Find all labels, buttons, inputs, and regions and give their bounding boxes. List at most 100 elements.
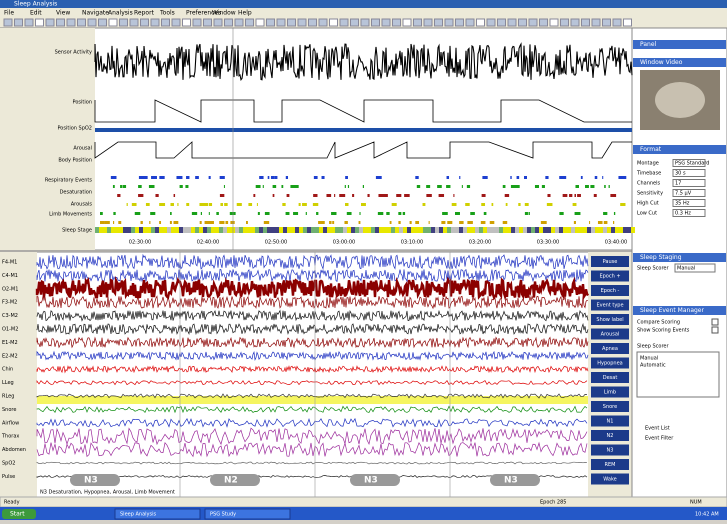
toolbar-button[interactable]	[308, 18, 317, 27]
menu-item[interactable]: View	[56, 10, 70, 17]
toolbar-button[interactable]	[602, 18, 611, 27]
side-button[interactable]	[591, 256, 629, 267]
side-button[interactable]	[591, 401, 629, 412]
toolbar-button[interactable]	[434, 18, 443, 27]
menu-item[interactable]: Edit	[30, 10, 42, 17]
field-box[interactable]	[672, 179, 706, 187]
toolbar-button[interactable]	[329, 18, 338, 27]
field-box[interactable]	[674, 263, 716, 273]
toolbar-button[interactable]	[119, 18, 128, 27]
toolbar-button[interactable]	[444, 18, 454, 27]
toolbar-button[interactable]	[3, 18, 13, 27]
checkbox[interactable]	[711, 326, 719, 334]
list-item[interactable]: Automatic	[640, 363, 666, 369]
toolbar-button[interactable]	[213, 18, 223, 27]
panel-link[interactable]: Event List	[645, 426, 670, 432]
toolbar-button[interactable]	[245, 18, 254, 27]
toolbar-button[interactable]	[623, 18, 632, 27]
toolbar-button[interactable]	[287, 18, 296, 27]
side-button[interactable]	[591, 473, 629, 485]
side-button[interactable]	[591, 357, 629, 369]
field-box[interactable]	[672, 199, 706, 207]
toolbar-button[interactable]	[192, 18, 202, 27]
toolbar-button[interactable]	[339, 18, 349, 27]
menu-item[interactable]: Analysis	[108, 10, 133, 17]
toolbar-button[interactable]	[182, 18, 191, 27]
toolbar-button[interactable]	[297, 18, 307, 27]
toolbar-button[interactable]	[612, 18, 622, 27]
toolbar-button[interactable]	[350, 18, 359, 27]
checkbox[interactable]	[711, 318, 719, 326]
toolbar-button[interactable]	[392, 18, 401, 27]
toolbar-button[interactable]	[87, 18, 97, 27]
toolbar-button[interactable]	[24, 18, 34, 27]
side-button[interactable]	[591, 270, 629, 282]
toolbar-button[interactable]	[497, 18, 506, 27]
toolbar-button[interactable]	[413, 18, 422, 27]
toolbar-button[interactable]	[560, 18, 569, 27]
toolbar-button[interactable]	[66, 18, 76, 27]
side-button[interactable]	[591, 299, 629, 311]
toolbar-button[interactable]	[360, 18, 370, 27]
menu-item[interactable]: File	[4, 10, 14, 17]
toolbar-button[interactable]	[56, 18, 65, 27]
toolbar-button[interactable]	[549, 18, 559, 27]
toolbar-button[interactable]	[266, 18, 275, 27]
side-button[interactable]	[591, 415, 629, 427]
toolbar-button[interactable]	[318, 18, 328, 27]
menu-item[interactable]: Navigate	[82, 10, 109, 17]
toolbar-button[interactable]	[591, 18, 601, 27]
side-button[interactable]	[591, 372, 629, 383]
toolbar-button[interactable]	[381, 18, 391, 27]
toolbar-button[interactable]	[14, 18, 23, 27]
side-button[interactable]	[591, 314, 629, 325]
menu-item[interactable]: Preferences	[186, 10, 221, 17]
side-button[interactable]	[591, 285, 629, 296]
toolbar-button[interactable]	[224, 18, 233, 27]
toolbar-button[interactable]	[77, 18, 86, 27]
toolbar-button[interactable]	[98, 18, 107, 27]
toolbar-button[interactable]	[402, 18, 412, 27]
field-box[interactable]	[672, 209, 706, 217]
toolbar-button[interactable]	[528, 18, 538, 27]
toolbar-button[interactable]	[518, 18, 527, 27]
toolbar-button[interactable]	[161, 18, 170, 27]
task-item[interactable]	[114, 508, 201, 520]
side-button[interactable]	[591, 343, 629, 354]
toolbar-button[interactable]	[539, 18, 548, 27]
field-box[interactable]	[672, 189, 706, 197]
side-button[interactable]	[591, 459, 629, 470]
toolbar-button[interactable]	[108, 18, 118, 27]
toolbar-button[interactable]	[140, 18, 149, 27]
menu-item[interactable]: Window	[212, 10, 236, 17]
side-button[interactable]	[591, 328, 629, 340]
list-item[interactable]: Manual	[640, 356, 658, 362]
toolbar-button[interactable]	[45, 18, 55, 27]
side-button[interactable]	[591, 386, 629, 398]
toolbar-button[interactable]	[171, 18, 181, 27]
menu-item[interactable]: Help	[238, 10, 252, 17]
toolbar-button[interactable]	[276, 18, 286, 27]
toolbar-button[interactable]	[150, 18, 160, 27]
task-item[interactable]	[204, 508, 291, 520]
toolbar-button[interactable]	[255, 18, 265, 27]
toolbar-button[interactable]	[581, 18, 590, 27]
toolbar-button[interactable]	[476, 18, 485, 27]
field-box[interactable]	[672, 159, 706, 167]
menu-item[interactable]: Tools	[159, 10, 175, 17]
field-box[interactable]	[672, 169, 706, 177]
toolbar-button[interactable]	[423, 18, 433, 27]
toolbar-button[interactable]	[465, 18, 475, 27]
start-button[interactable]	[2, 509, 36, 519]
side-button[interactable]	[591, 430, 629, 441]
toolbar-button[interactable]	[371, 18, 380, 27]
toolbar-button[interactable]	[507, 18, 517, 27]
toolbar-button[interactable]	[570, 18, 580, 27]
toolbar-button[interactable]	[455, 18, 464, 27]
panel-link[interactable]: Event Filter	[645, 436, 674, 442]
toolbar-button[interactable]	[35, 18, 44, 27]
toolbar-button[interactable]	[129, 18, 139, 27]
toolbar-button[interactable]	[203, 18, 212, 27]
menu-item[interactable]: Report	[134, 10, 155, 17]
side-button[interactable]	[591, 444, 629, 456]
